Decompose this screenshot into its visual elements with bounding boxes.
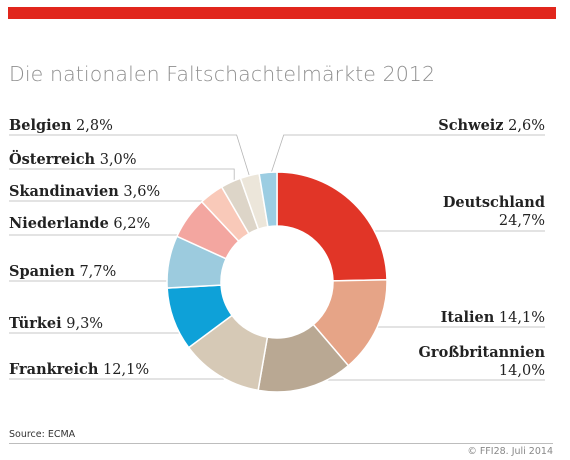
label-frankreich: Frankreich 12,1% bbox=[9, 361, 150, 378]
label-skandinavien: Skandinavien 3,6% bbox=[9, 183, 161, 200]
label-grossbritannien: Großbritannien 14,0% bbox=[418, 344, 545, 379]
source-note: Source: ECMA bbox=[9, 429, 76, 440]
copyright-note: © FFI28. Juli 2014 bbox=[467, 446, 553, 457]
label-belgien: Belgien 2,8% bbox=[9, 117, 113, 134]
donut-slices bbox=[166, 171, 388, 393]
label-oesterreich: Österreich 3,0% bbox=[9, 151, 137, 168]
leader-line-belgien bbox=[9, 134, 253, 184]
label-spanien: Spanien 7,7% bbox=[9, 263, 117, 280]
top-accent-bar bbox=[8, 7, 556, 19]
footer-divider bbox=[9, 443, 553, 444]
slice-deutschland bbox=[276, 171, 388, 282]
label-schweiz: Schweiz 2,6% bbox=[438, 117, 545, 134]
chart-title: Die nationalen Faltschachtelmärkte 2012 bbox=[9, 62, 436, 86]
label-deutschland: Deutschland 24,7% bbox=[442, 194, 545, 229]
slice-schweiz bbox=[258, 171, 278, 228]
label-italien: Italien 14,1% bbox=[440, 309, 545, 326]
leader-line-schweiz bbox=[268, 134, 545, 181]
label-tuerkei: Türkei 9,3% bbox=[9, 315, 104, 332]
label-niederlande: Niederlande 6,2% bbox=[9, 215, 151, 232]
